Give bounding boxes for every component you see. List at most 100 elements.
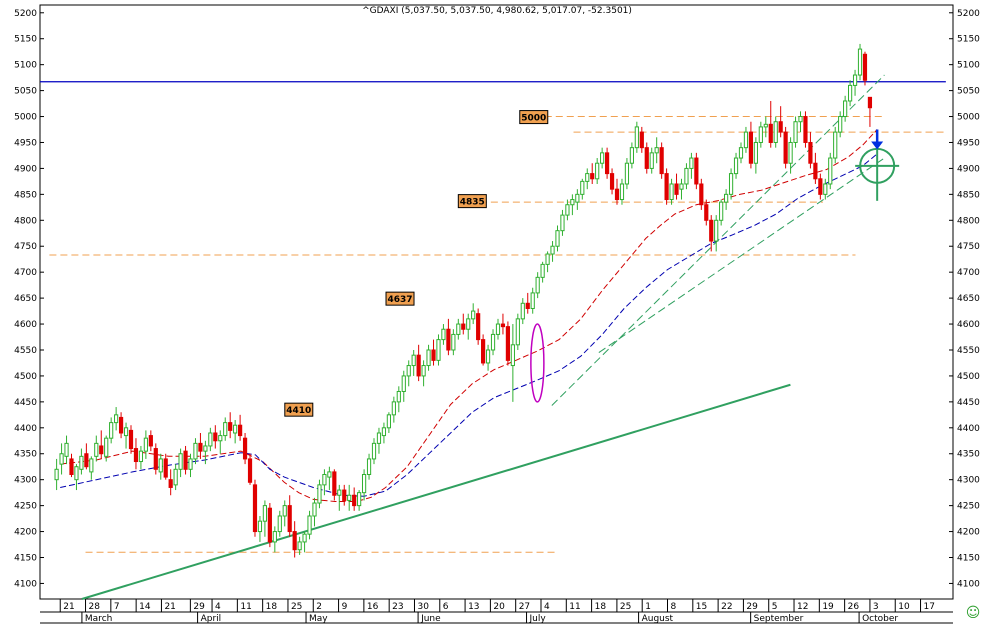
candle-body: [624, 162, 630, 185]
candle-body: [545, 253, 550, 265]
candle-body: [847, 84, 853, 102]
candle-body: [173, 468, 178, 486]
candle-body: [64, 442, 69, 457]
y-tick-label-left: 4500: [14, 372, 37, 382]
candle-body: [590, 173, 595, 180]
annotation-label: 4637: [387, 295, 412, 305]
candle-body: [704, 204, 709, 221]
y-tick-label-right: 4750: [957, 242, 980, 252]
candle-body: [128, 429, 134, 450]
y-tick-label-right: 5150: [957, 35, 980, 45]
candle-body: [322, 473, 327, 486]
candle-body: [158, 458, 163, 473]
candle-body: [490, 333, 496, 351]
candle-body: [213, 432, 218, 442]
candle-body: [114, 414, 119, 424]
y-tick-label-right: 4550: [957, 346, 980, 356]
candle-body: [823, 183, 828, 195]
month-label: May: [309, 614, 328, 624]
candle-body: [416, 354, 421, 377]
x-tick-label: 20: [493, 602, 505, 612]
candle-body: [421, 365, 426, 377]
y-tick-label-right: 4200: [957, 528, 980, 538]
candle-body: [406, 365, 411, 377]
y-tick-label-left: 4650: [14, 294, 37, 304]
candle-body: [223, 422, 228, 437]
candle-body: [257, 520, 263, 533]
candle-body: [699, 183, 704, 206]
candle-body: [401, 375, 406, 392]
x-tick-label: 19: [822, 602, 834, 612]
candle-body: [357, 492, 362, 507]
candle-body: [54, 468, 59, 481]
month-label: July: [529, 614, 547, 624]
candle-body: [267, 507, 272, 543]
candle-body: [788, 141, 793, 164]
candle-body: [719, 201, 724, 221]
candle-body: [436, 339, 441, 361]
candle-body: [530, 292, 535, 309]
candle-body: [74, 466, 79, 481]
candle-body: [733, 157, 739, 175]
candle-body: [565, 204, 570, 216]
candle-body: [292, 531, 297, 551]
candle-body: [242, 437, 248, 460]
candle-body: [143, 437, 148, 452]
y-tick-label-right: 4150: [957, 553, 980, 563]
candle-body: [312, 502, 317, 517]
candle-body: [550, 245, 555, 255]
y-tick-label-right: 5050: [957, 87, 980, 97]
candle-body: [535, 276, 540, 294]
y-tick-label-right: 4700: [957, 268, 980, 278]
x-tick-label: 22: [721, 602, 732, 612]
candle-body: [634, 126, 639, 149]
x-tick-label: 16: [367, 602, 379, 612]
candle-body: [148, 435, 153, 447]
candle-body: [714, 219, 719, 242]
candle-body: [277, 515, 282, 533]
candle-body: [614, 188, 620, 201]
y-tick-label-left: 4700: [14, 268, 37, 278]
x-tick-label: 4: [544, 602, 550, 612]
y-tick-label-left: 5000: [14, 113, 37, 123]
candle-body: [679, 183, 684, 190]
candle-body: [724, 193, 729, 203]
candle-body: [585, 173, 590, 182]
y-tick-label-left: 4250: [14, 502, 37, 512]
y-tick-label-left: 4150: [14, 553, 37, 563]
y-tick-label-right: 4400: [957, 424, 980, 434]
candle-body: [743, 131, 749, 149]
candle-body: [203, 445, 208, 452]
x-tick-label: 25: [291, 602, 302, 612]
y-tick-label-right: 4600: [957, 320, 980, 330]
y-tick-label-right: 4950: [957, 138, 980, 148]
candle-body: [609, 173, 615, 190]
candle-body: [495, 323, 501, 335]
candle-body: [808, 141, 813, 164]
candle-body: [183, 450, 188, 470]
candle-body: [604, 152, 610, 175]
candle-body: [69, 458, 74, 475]
trendline: [598, 157, 885, 353]
x-tick-label: 2: [316, 602, 322, 612]
candle-body: [386, 414, 391, 429]
candle-body: [381, 427, 387, 437]
x-tick-label: 1: [645, 602, 651, 612]
annotation-label: 4410: [286, 406, 311, 416]
y-tick-label-left: 4750: [14, 242, 37, 252]
y-tick-label-right: 4800: [957, 216, 980, 226]
candle-body: [505, 326, 511, 361]
candle-body: [748, 131, 754, 164]
chart-title: ^GDAXI (5,037.50, 5,037.50, 4,980.62, 5,…: [362, 6, 632, 16]
x-tick-label: 27: [519, 602, 530, 612]
candle-body: [79, 455, 84, 470]
candle-body: [843, 100, 848, 118]
moving-average-short: [60, 129, 878, 502]
y-tick-label-left: 4950: [14, 138, 37, 148]
candle-body: [272, 531, 277, 543]
y-tick-label-left: 4850: [14, 190, 37, 200]
candle-body: [768, 123, 773, 143]
candle-body: [654, 147, 659, 154]
candle-body: [689, 157, 694, 169]
